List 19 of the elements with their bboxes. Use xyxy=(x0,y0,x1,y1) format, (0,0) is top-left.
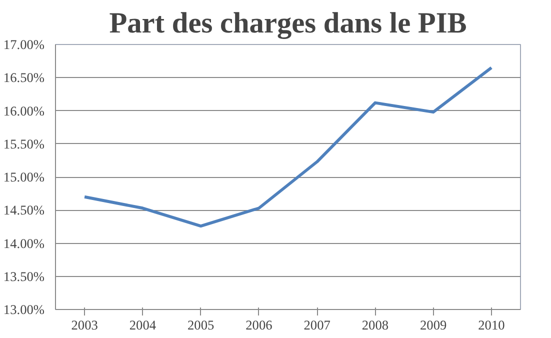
x-tick-label: 2009 xyxy=(420,318,447,332)
y-tick-label: 14.00% xyxy=(3,236,45,251)
x-tick-label: 2010 xyxy=(478,318,506,332)
y-tick-label: 13.50% xyxy=(3,268,45,284)
x-tick-label: 2005 xyxy=(187,318,214,332)
y-tick-label: 16.50% xyxy=(3,70,45,86)
line-series xyxy=(83,66,493,228)
x-tick-label: 2003 xyxy=(71,318,98,332)
y-tick-label: 14.50% xyxy=(3,202,45,218)
x-tick-label: 2007 xyxy=(304,318,331,332)
y-tick-label: 15.50% xyxy=(3,136,45,152)
x-tick-label: 2006 xyxy=(246,318,273,332)
y-tick-label: 17.00% xyxy=(3,37,45,52)
y-tick-label: 13.00% xyxy=(3,302,45,317)
y-tick-label: 15.00% xyxy=(3,170,45,184)
chart-title: Part des charges dans le PIB xyxy=(109,8,467,40)
y-tick-label: 16.00% xyxy=(3,103,45,118)
x-tick-label: 2008 xyxy=(362,318,389,332)
x-tick-label: 2004 xyxy=(129,318,156,332)
